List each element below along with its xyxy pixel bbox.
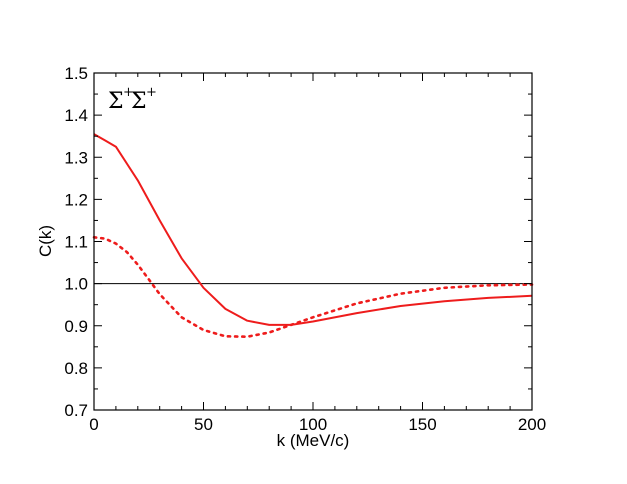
x-tick-label: 50 — [194, 415, 213, 434]
x-tick-label: 200 — [518, 415, 546, 434]
y-tick-label: 1.2 — [64, 190, 88, 209]
x-axis-label: k (MeV/c) — [277, 431, 350, 450]
series-solid — [93, 133, 533, 326]
y-tick-label: 1.3 — [64, 148, 88, 167]
svg-text:+: + — [123, 85, 134, 100]
x-tick-label: 150 — [408, 415, 436, 434]
y-tick-label: 1.1 — [64, 233, 88, 252]
y-axis-label: C(k) — [36, 225, 55, 257]
y-tick-label: 0.8 — [64, 359, 88, 378]
y-tick-label: 0.7 — [64, 401, 88, 420]
axis-ticks — [93, 72, 533, 411]
plot-lines — [92, 133, 534, 339]
svg-text:+: + — [146, 85, 157, 100]
x-tick-label: 100 — [299, 415, 327, 434]
y-tick-label: 1.5 — [64, 64, 88, 83]
y-tick-label: 1.4 — [64, 106, 88, 125]
tick-labels: 0 50 100 150 200 0.7 0.8 0.9 1.0 1.1 1.2 1.3 1.4 1.5 — [64, 64, 546, 434]
svg-text:Σ: Σ — [131, 89, 147, 114]
series-dotted — [92, 236, 534, 339]
svg-text:Σ: Σ — [108, 89, 124, 114]
annotation-sigma-sigma: Σ + Σ + — [108, 85, 157, 114]
x-tick-label: 0 — [89, 415, 98, 434]
y-tick-label: 0.9 — [64, 317, 88, 336]
plot-frame — [93, 72, 533, 411]
y-tick-label: 1.0 — [64, 275, 88, 294]
